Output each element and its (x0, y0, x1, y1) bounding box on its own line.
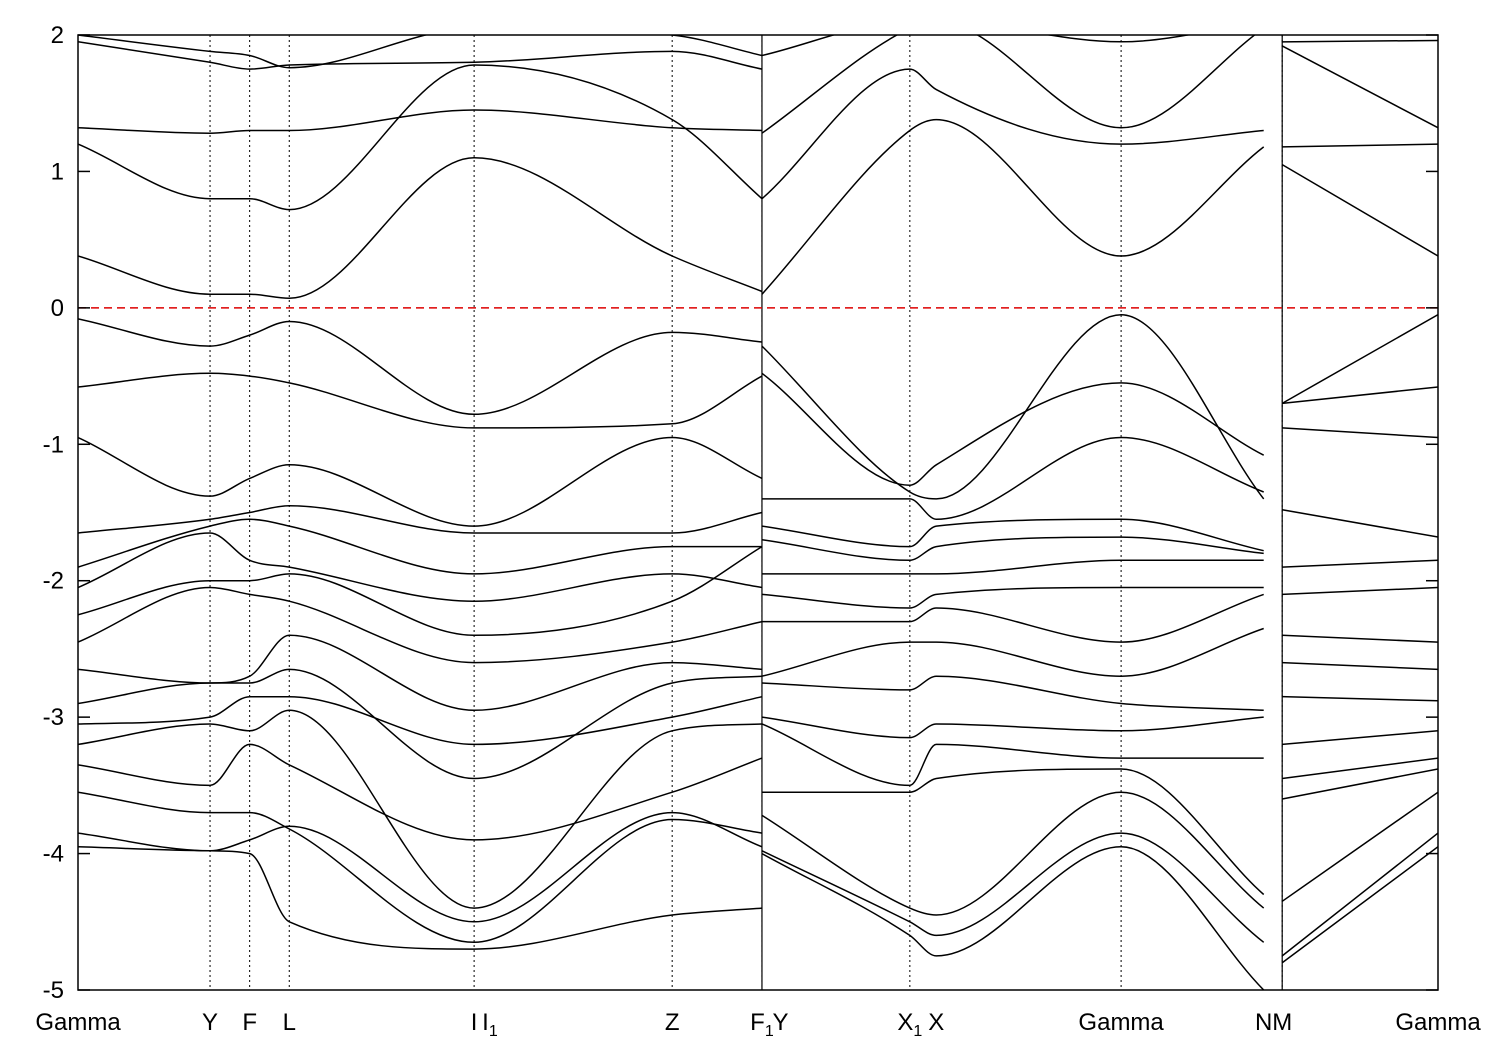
band-2-14 (1281, 314, 1438, 405)
y-tick-label-0: 2 (51, 22, 64, 49)
band-1-2 (761, 791, 1265, 916)
y-axis: 2 1 0 -1 -2 -3 -4 -5 (43, 22, 1438, 1004)
band-2-13 (1282, 386, 1438, 405)
band-1-18 (761, 35, 1256, 134)
kpoint-label-2: F (242, 1009, 257, 1036)
band-0-10 (78, 532, 763, 602)
band-1-14 (761, 372, 1265, 486)
kpoint-label-5: I1 (482, 1009, 498, 1040)
kpoint-label-14: Gamma (1395, 1009, 1481, 1036)
band-0-16 (78, 157, 763, 300)
band-0-2 (78, 791, 763, 944)
band-0-1 (78, 811, 763, 923)
band-2-2 (1281, 791, 1438, 902)
band-0-19 (78, 41, 763, 70)
kpoint-label-3: L (283, 1009, 296, 1036)
kpoint-label-11: Gamma (1078, 1009, 1164, 1036)
band-0-6 (78, 668, 763, 780)
band-2-3 (1282, 768, 1438, 800)
kpoint-label-10: X (928, 1009, 944, 1036)
band-0-4 (78, 709, 763, 909)
band-0-20 (78, 35, 763, 69)
band-2-12 (1282, 427, 1438, 439)
band-2-11 (1282, 509, 1438, 538)
band-1-5 (761, 716, 1264, 739)
band-0-13 (78, 436, 763, 527)
band-2-18 (1282, 39, 1438, 43)
band-1-8 (762, 593, 1264, 643)
band-0-18 (78, 109, 763, 134)
x-axis: Gamma Y F L I I1 Z F1Y X1 X Gamma N M Gamma (35, 1009, 1481, 1040)
kpoint-label-0: Gamma (35, 1009, 121, 1036)
y-tick-label-1: 1 (51, 158, 64, 185)
band-0-14 (78, 372, 763, 429)
band-1-15 (761, 313, 1265, 500)
kpoint-label-12: N (1255, 1009, 1272, 1036)
band-0-8 (78, 586, 763, 664)
band-1-13 (761, 436, 1264, 521)
band-2-4 (1282, 757, 1438, 780)
band-1-1 (761, 832, 1265, 943)
band-2-9 (1282, 586, 1438, 596)
band-1-10 (762, 559, 1264, 575)
band-0-0 (78, 846, 763, 950)
band-2-6 (1282, 695, 1438, 702)
band-0-17 (78, 64, 763, 211)
plot-frame (77, 34, 1439, 991)
band-1-16 (761, 118, 1265, 295)
y-tick-label-3: -1 (43, 431, 64, 458)
y-tick-label-5: -3 (43, 704, 64, 731)
y-tick-label-4: -2 (43, 568, 64, 595)
plot-border (77, 34, 1439, 991)
band-2-16 (1282, 143, 1438, 148)
kpoint-label-8: Y (772, 1009, 788, 1036)
band-1-17 (761, 68, 1264, 200)
band-1-0 (761, 846, 1265, 990)
band-2-1 (1281, 832, 1438, 957)
band-1-7 (761, 627, 1264, 677)
band-1-19 (761, 35, 1192, 57)
band-2-10 (1282, 559, 1438, 568)
band-0-3 (78, 743, 763, 841)
band-2-17 (1281, 45, 1438, 129)
kpoint-label-4: I (471, 1009, 478, 1036)
band-0-11 (78, 518, 762, 575)
y-tick-label-7: -5 (43, 977, 64, 1004)
kpoint-label-7: F1 (750, 1009, 774, 1040)
band-1-11 (761, 536, 1264, 562)
band-0-12 (78, 504, 763, 534)
band-1-12 (761, 518, 1264, 552)
high-symmetry-lines (209, 35, 1283, 990)
band-2-8 (1282, 634, 1438, 643)
band-2-7 (1282, 661, 1438, 671)
kpoint-label-1: Y (202, 1009, 218, 1036)
band-1-9 (761, 586, 1264, 609)
kpoint-label-6: Z (665, 1009, 680, 1036)
band-1-6 (761, 675, 1264, 712)
y-tick-label-6: -4 (43, 841, 64, 868)
band-group (78, 35, 1438, 990)
y-tick-label-2: 0 (51, 295, 64, 322)
band-1-4 (761, 723, 1264, 787)
band-0-15 (78, 318, 763, 416)
band-0-9 (78, 545, 763, 637)
band-2-5 (1282, 730, 1438, 746)
band-2-0 (1281, 846, 1438, 964)
kpoint-label-13: M (1272, 1009, 1292, 1036)
band-lines (78, 35, 1438, 990)
band-1-3 (762, 768, 1265, 896)
band-0-7 (78, 634, 763, 712)
band-0-5 (78, 695, 763, 746)
kpoint-label-9: X1 (897, 1009, 922, 1040)
band-2-15 (1281, 163, 1438, 257)
